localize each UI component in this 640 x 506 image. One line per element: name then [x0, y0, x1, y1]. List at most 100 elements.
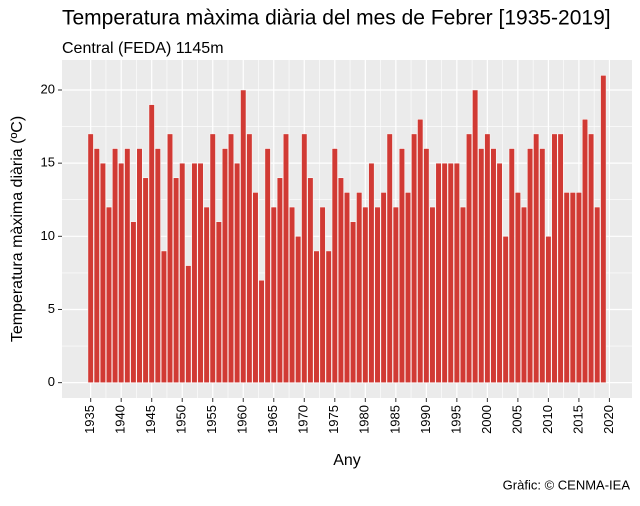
x-tick-label: 1975: [326, 405, 341, 434]
bar: [319, 206, 326, 383]
bar: [374, 206, 381, 383]
bar: [575, 192, 582, 383]
x-tick-label: 1980: [357, 405, 372, 434]
bar: [252, 192, 259, 383]
bar: [154, 148, 161, 383]
bar: [118, 162, 125, 383]
bar: [313, 250, 320, 383]
bar: [368, 162, 375, 383]
bar: [160, 250, 167, 383]
bar: [539, 148, 546, 383]
bar: [588, 133, 595, 383]
bar: [466, 133, 473, 383]
bar: [112, 148, 119, 383]
bar: [276, 177, 283, 383]
bar: [484, 133, 491, 383]
bar: [386, 133, 393, 383]
bar: [459, 206, 466, 383]
x-axis-label: Any: [333, 452, 361, 469]
x-tick-label: 2005: [509, 405, 524, 434]
bar: [264, 148, 271, 383]
bar: [234, 162, 241, 383]
bar: [228, 133, 235, 383]
bar: [569, 192, 576, 383]
bar: [337, 177, 344, 383]
bar: [472, 89, 479, 383]
y-tick-label: 0: [48, 374, 55, 389]
bar: [423, 148, 430, 383]
bar: [533, 133, 540, 383]
bar: [282, 133, 289, 383]
bar: [240, 89, 247, 383]
caption: Gràfic: © CENMA-IEA: [503, 477, 631, 492]
bar: [527, 148, 534, 383]
bar: [594, 206, 601, 383]
bar: [307, 177, 314, 383]
bar: [99, 162, 106, 383]
bar: [344, 192, 350, 383]
bar: [478, 148, 485, 383]
x-tick-label: 1985: [387, 405, 402, 434]
x-tick-label: 1940: [113, 405, 128, 434]
bar: [295, 236, 302, 383]
bar: [514, 192, 521, 383]
x-tick-label: 1945: [143, 405, 158, 434]
bar: [325, 250, 332, 383]
bar: [405, 192, 412, 383]
bar: [173, 177, 180, 383]
bar: [545, 236, 552, 383]
bar: [453, 162, 460, 383]
bar: [203, 206, 210, 383]
bar: [87, 133, 94, 383]
bar: [563, 192, 570, 383]
bar: [270, 206, 277, 383]
x-tick-label: 1955: [204, 405, 219, 434]
bar: [209, 133, 216, 383]
x-tick-label: 2015: [570, 405, 585, 434]
bar: [221, 148, 228, 383]
bar: [179, 162, 186, 383]
bar: [258, 279, 265, 383]
x-tick-label: 2010: [540, 405, 555, 434]
bar: [289, 206, 296, 383]
x-tick-label: 1965: [265, 405, 280, 434]
bar: [490, 148, 497, 383]
y-tick-label: 10: [41, 228, 55, 243]
chart-title: Temperatura màxima diària del mes de Feb…: [62, 7, 611, 30]
bar: [93, 148, 100, 383]
bar: [435, 162, 442, 383]
bar: [600, 75, 607, 383]
y-tick-label: 20: [41, 81, 55, 96]
bar: [582, 119, 589, 383]
bar: [105, 206, 112, 383]
bar: [411, 133, 418, 383]
bar: [136, 148, 143, 383]
y-tick-label: 15: [41, 155, 55, 170]
bar: [356, 192, 363, 383]
bar: [508, 148, 515, 383]
x-tick-label: 2020: [601, 405, 616, 434]
bar: [130, 221, 137, 383]
bar: [520, 206, 527, 383]
bar: [185, 265, 192, 383]
bar: [557, 133, 564, 383]
bar: [502, 236, 509, 383]
x-tick-label: 1970: [296, 405, 311, 434]
bar: [392, 206, 399, 383]
bar: [380, 192, 387, 383]
bar: [331, 148, 338, 383]
bar: [197, 162, 204, 383]
bar: [350, 221, 357, 383]
x-tick-label: 1960: [235, 405, 250, 434]
x-tick-label: 1935: [82, 405, 97, 434]
bar: [142, 177, 149, 383]
x-tick-label: 1995: [448, 405, 463, 434]
chart-subtitle: Central (FEDA) 1145m: [62, 40, 224, 57]
y-axis-label: Temperatura màxima diària (ºC): [9, 116, 26, 342]
bar: [124, 148, 131, 383]
bar: [362, 206, 369, 383]
bar: [215, 221, 222, 383]
x-tick-label: 1950: [174, 405, 189, 434]
bar: [167, 133, 174, 383]
